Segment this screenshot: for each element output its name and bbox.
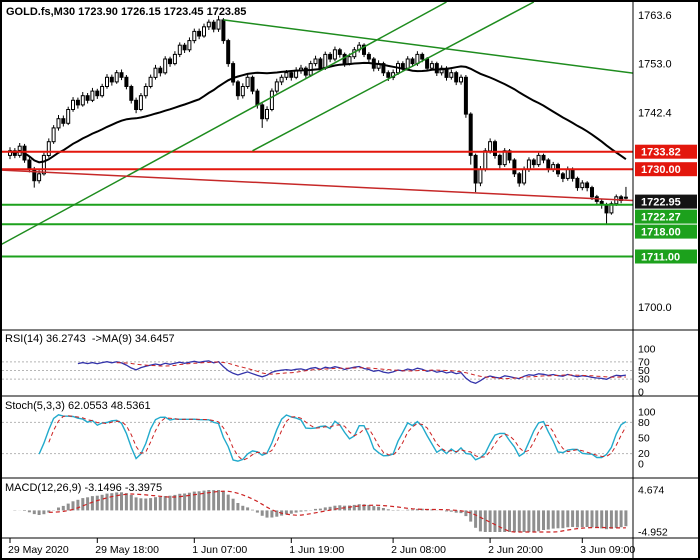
- green-trend-line[interactable]: [252, 2, 535, 152]
- stoch-axis-tick: 80: [638, 417, 650, 429]
- rsi-axis-tick: 70: [638, 356, 650, 368]
- time-axis-label: 2 Jun 20:00: [488, 544, 543, 556]
- svg-text:1730.00: 1730.00: [641, 164, 681, 176]
- svg-text:1742.4: 1742.4: [638, 107, 672, 119]
- svg-text:1733.82: 1733.82: [641, 147, 681, 159]
- current-price-label: 1722.95: [635, 194, 697, 209]
- rsi-axis-tick: 100: [638, 344, 656, 356]
- rsi-axis-tick: 0: [638, 387, 644, 399]
- time-axis-label: 29 May 18:00: [95, 544, 159, 556]
- time-axis-label: 1 Jun 07:00: [192, 544, 247, 556]
- price-axis: 1763.6 1753.0 1742.4 1700.0 1733.82 1730.00 17…: [632, 0, 697, 560]
- price-plot[interactable]: [0, 2, 700, 258]
- red-trend-line[interactable]: [0, 169, 700, 205]
- ma-line: [9, 61, 627, 164]
- svg-text:1700.0: 1700.0: [638, 302, 672, 314]
- red-price-label: 1730.00: [635, 162, 697, 177]
- red-price-label: 1733.82: [635, 144, 697, 159]
- stoch-k-line: [38, 414, 627, 462]
- svg-text:1711.00: 1711.00: [641, 252, 680, 264]
- green-price-label: 1722.27: [635, 209, 697, 224]
- rsi-ma-line: [116, 361, 626, 380]
- stoch-axis-tick: 20: [638, 448, 650, 460]
- svg-text:1722.27: 1722.27: [641, 212, 681, 224]
- rsi-line: [77, 360, 626, 385]
- time-axis-label: 1 Jun 19:00: [289, 544, 344, 556]
- time-axis-label: 29 May 2020: [8, 544, 69, 556]
- svg-text:1763.6: 1763.6: [638, 10, 672, 22]
- green-trend-line[interactable]: [0, 2, 447, 245]
- stoch-axis-tick: 50: [638, 433, 650, 445]
- svg-text:1718.00: 1718.00: [641, 227, 681, 239]
- rsi-axis-tick: 50: [638, 365, 650, 377]
- green-trend-line[interactable]: [223, 19, 700, 84]
- stoch-axis-tick: 0: [638, 459, 644, 471]
- time-axis: 29 May 2020 29 May 18:00 1 Jun 07:00 1 Jun …: [8, 538, 635, 556]
- macd-panel[interactable]: 4.674 -4.952: [10, 485, 668, 539]
- green-price-label: 1711.00: [635, 249, 697, 264]
- macd-axis-tick: 4.674: [638, 485, 664, 497]
- stoch-axis-tick: 100: [638, 407, 656, 419]
- macd-axis-tick: -4.952: [638, 527, 668, 539]
- svg-text:1722.95: 1722.95: [641, 197, 681, 209]
- time-axis-label: 2 Jun 08:00: [391, 544, 446, 556]
- svg-text:1753.0: 1753.0: [638, 59, 672, 71]
- time-axis-label: 3 Jun 09:00: [580, 544, 635, 556]
- stoch-d-line: [48, 415, 627, 461]
- rsi-axis-tick: 30: [638, 374, 650, 386]
- macd-signal-line: [48, 490, 626, 533]
- green-price-label: 1718.00: [635, 224, 697, 239]
